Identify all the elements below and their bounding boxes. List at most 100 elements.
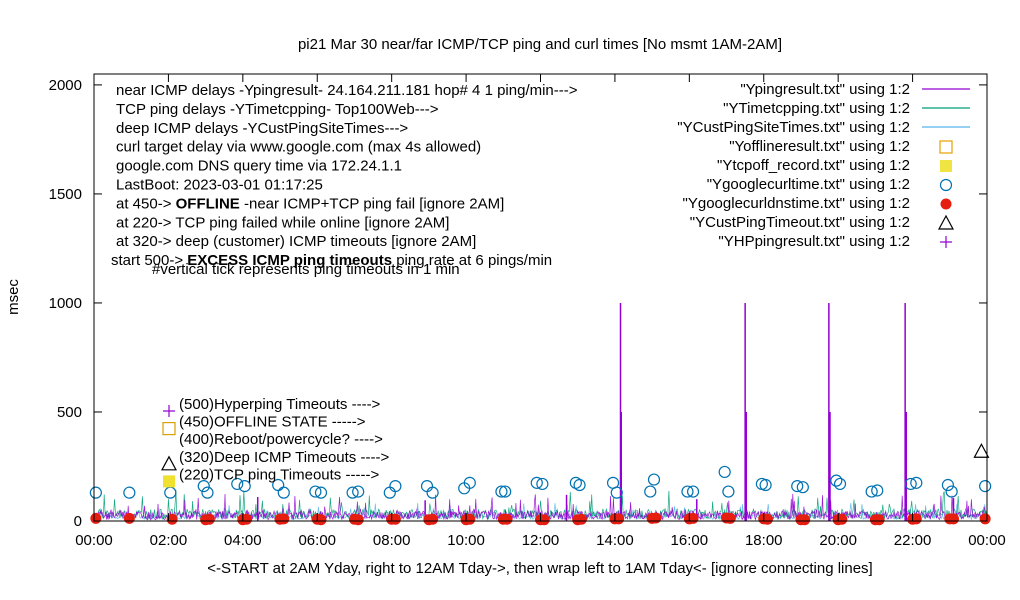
state-legend-label: (500)Hyperping Timeouts ----> [179,396,381,413]
curl-time-point [979,480,992,493]
state-legend-marker [162,422,176,436]
x-tick-label: 00:00 [968,532,1006,549]
dns-time-point [427,513,439,525]
curl-time-point [796,481,809,494]
curl-time-point [346,486,359,499]
y-tick-label: 1500 [49,186,82,203]
x-tick-label: 16:00 [671,532,709,549]
state-legend-label: (400)Reboot/powercycle? ----> [179,431,383,448]
dns-time-point [910,513,922,525]
curl-time-point [686,485,700,498]
info-line: curl target delay via www.google.com (ma… [116,139,481,156]
state-legend-label: (220)TCP ping Timeouts -----> [179,466,379,483]
curl-time-point [945,485,958,498]
axes: 0 500 1000 1500 2000 00:00 02:00 04:00 06:00 08:0… [49,74,1006,549]
x-tick-label: 04:00 [224,532,262,549]
legend-entry-label: "Ygooglecurldnstime.txt" using 1:2 [683,195,910,212]
curl-time-point [420,480,434,493]
y-tick-label: 500 [57,404,82,421]
info-line: deep ICMP delays -YCustPingSiteTimes---> [116,120,408,137]
state-legend-label: (450)OFFLINE STATE -----> [179,414,366,431]
info-line: TCP ping delays -YTimetcpping- Top100Web… [116,101,439,118]
curl-time-point [830,474,843,487]
curl-time-point [231,477,244,491]
state-legend: (500)Hyperping Timeouts ---->(450)OFFLIN… [160,396,389,488]
x-tick-label: 18:00 [745,532,783,549]
legend-entry-label: "Ytcpoff_record.txt" using 1:2 [717,157,910,174]
x-tick-label: 08:00 [373,532,411,549]
state-legend-marker [163,475,175,488]
dns-time-point [166,513,178,525]
curl-time-point [941,478,955,492]
x-tick-label: 12:00 [522,532,560,549]
legend-entry-label: "Ypingresult.txt" using 1:2 [740,81,910,98]
dns-time-point [352,514,364,526]
curl-time-point [499,485,512,498]
note-line: #vertical tick represents ping timeouts … [152,261,460,278]
legend-entry-label: "YCustPingSiteTimes.txt" using 1:2 [677,119,910,136]
curl-time-point [647,473,661,486]
legend-entry-label: "YCustPingTimeout.txt" using 1:2 [690,214,910,231]
custping-timeout-point [973,442,990,458]
state-line: at 450-> OFFLINE -near ICMP+TCP ping fai… [116,195,504,212]
curl-time-point [530,476,543,489]
y-tick-label: 0 [74,513,82,530]
curl-time-point [426,486,439,499]
curl-time-point [871,484,884,497]
curl-time-point [495,485,508,498]
curl-time-point [309,485,322,498]
legend-entry-label: "Yofflineresult.txt" using 1:2 [729,138,910,155]
curl-time-point [389,480,402,493]
dns-time-point [315,514,327,526]
curl-time-point [904,477,917,491]
dns-time-point [203,513,215,525]
curl-time-point [314,486,328,499]
dns-time-point [799,514,811,526]
chart-title: pi21 Mar 30 near/far ICMP/TCP ping and c… [298,36,782,53]
curl-time-point [681,485,694,498]
curl-time-point [463,476,476,489]
curl-time-point [352,485,365,498]
x-tick-label: 20:00 [819,532,857,549]
legend-entry-label: "Ygooglecurltime.txt" using 1:2 [707,176,910,193]
state-legend-label: (320)Deep ICMP Timeouts ----> [179,449,389,466]
curl-time-point [610,486,623,499]
dns-time-point [650,512,662,524]
curl-time-point [536,477,549,491]
legend-entry-marker [937,214,955,230]
info-line: LastBoot: 2023-03-01 01:17:25 [116,177,323,194]
legend-entry-marker [939,178,953,192]
dns-time-point [241,513,253,525]
curl-time-point [238,480,251,493]
y-tick-label: 2000 [49,77,82,94]
curl-time-point [910,476,923,489]
dns-time-point [836,513,848,525]
state-line: at 320-> deep (customer) ICMP timeouts [… [116,233,476,250]
legend-entry-marker [940,160,952,172]
curl-time-point [197,480,210,493]
curl-time-point [383,486,396,499]
legend-entry-marker [940,198,952,210]
legend: "Ypingresult.txt" using 1:2 "YTimetcpping… [677,81,970,250]
curl-time-point [722,485,735,498]
dns-time-point [613,513,625,525]
y-axis-label: msec [5,279,22,315]
info-text: near ICMP delays -Ypingresult- 24.164.21… [111,82,578,278]
x-tick-label: 00:00 [75,532,113,549]
state-legend-marker [163,405,175,417]
legend-entry-label: "YTimetcpping.txt" using 1:2 [723,100,910,117]
dns-time-point [575,513,587,525]
dns-time-point [278,513,290,525]
curl-time-point [164,486,177,499]
x-tick-label: 10:00 [447,532,485,549]
legend-entry-marker [939,140,953,154]
dns-time-point [501,513,513,525]
dns-time-point [873,514,885,526]
legend-entry-label: "YHPpingresult.txt" using 1:2 [718,233,910,250]
info-line: google.com DNS query time via 172.24.1.1 [116,158,402,175]
x-tick-label: 14:00 [596,532,634,549]
state-legend-marker [160,455,178,471]
dns-time-point [948,513,960,525]
x-axis-label: <-START at 2AM Yday, right to 12AM Tday-… [207,560,872,577]
